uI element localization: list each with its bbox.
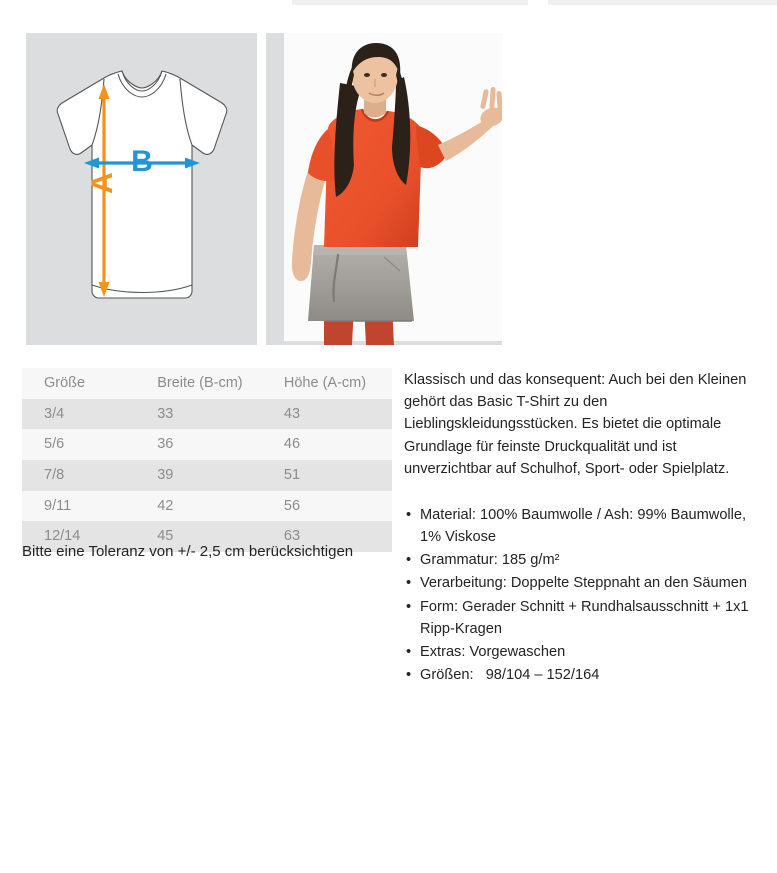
bullet-icon: •	[406, 598, 412, 615]
column-header-size: Größe	[44, 375, 86, 391]
measurement-arrow-a	[98, 84, 110, 297]
list-item: • Material: 100% Baumwolle / Ash: 99% Ba…	[404, 504, 754, 548]
cell-width: 33	[157, 405, 174, 422]
bullet-icon: •	[406, 506, 412, 523]
tshirt-diagram-icon: A B	[56, 70, 228, 299]
list-item-label: Material: 100% Baumwolle / Ash: 99% Baum…	[420, 506, 747, 546]
table-row: 12/14 45 63	[22, 521, 392, 553]
cell-height: 56	[283, 497, 301, 514]
top-cropped-strip-left	[292, 0, 528, 5]
measurement-arrow-b	[84, 157, 200, 169]
table-header-row: Größe Breite (B-cm) Höhe (A-cm)	[22, 368, 392, 399]
product-description-paragraph: Klassisch und das konsequent: Auch bei d…	[404, 372, 747, 477]
size-chart-table: Größe Breite (B-cm) Höhe (A-cm) 3/4 33 4…	[22, 368, 392, 553]
bullet-icon: •	[406, 667, 412, 684]
bullet-icon: •	[406, 552, 412, 569]
cell-width: 45	[157, 528, 174, 545]
list-item: • Verarbeitung: Doppelte Steppnaht an de…	[404, 572, 754, 594]
bullet-icon: •	[406, 575, 412, 592]
list-item-label: Grammatur: 185 g/m²	[420, 552, 560, 569]
list-item: • Extras: Vorgewaschen	[404, 641, 754, 663]
top-cropped-strip-right	[548, 0, 777, 5]
list-item-label: Form: Gerader Schnitt + Rundhalsausschni…	[420, 598, 749, 637]
cell-size: 12/14	[44, 528, 81, 545]
column-header-width: Breite (B-cm)	[157, 375, 243, 391]
list-item: • Grammatur: 185 g/m²	[404, 549, 754, 571]
cell-height: 63	[283, 528, 301, 545]
cell-width: 39	[157, 467, 174, 484]
measure-label-a: A	[86, 172, 119, 194]
cell-width: 42	[157, 497, 174, 514]
image-panels: A B	[26, 33, 502, 345]
table-row: 3/4 33 43	[22, 398, 392, 430]
model-photo-panel	[266, 33, 502, 345]
cell-size: 9/11	[44, 497, 72, 514]
product-description-column: Klassisch und das konsequent: Auch bei d…	[404, 369, 754, 687]
list-item-label: Verarbeitung: Doppelte Steppnaht an den …	[420, 575, 747, 592]
list-item-label: Größen: 98/104 – 152/164	[420, 667, 600, 684]
table-row: 9/11 42 56	[22, 490, 392, 522]
cell-width: 36	[157, 436, 174, 453]
cell-size: 7/8	[44, 467, 65, 484]
list-item: • Form: Gerader Schnitt + Rundhalsaussch…	[404, 596, 754, 640]
measure-label-b: B	[131, 145, 153, 178]
tshirt-measurement-diagram-panel: A B	[26, 33, 257, 345]
child-model-photo	[266, 33, 502, 345]
cell-height: 51	[283, 467, 301, 484]
column-header-height: Höhe (A-cm)	[283, 375, 367, 391]
list-item: • Größen: 98/104 – 152/164	[404, 664, 754, 686]
cell-height: 46	[283, 436, 301, 453]
cell-height: 43	[283, 405, 301, 422]
tolerance-note: Bitte eine Toleranz von +/- 2,5 cm berüc…	[22, 543, 354, 560]
cell-size: 5/6	[44, 436, 65, 453]
table-row: 7/8 39 51	[22, 460, 392, 491]
table-row: 5/6 36 46	[22, 429, 392, 461]
cell-size: 3/4	[44, 405, 65, 422]
list-item-label: Extras: Vorgewaschen	[420, 643, 566, 660]
product-feature-list: • Material: 100% Baumwolle / Ash: 99% Ba…	[404, 504, 754, 686]
bullet-icon: •	[406, 643, 412, 660]
